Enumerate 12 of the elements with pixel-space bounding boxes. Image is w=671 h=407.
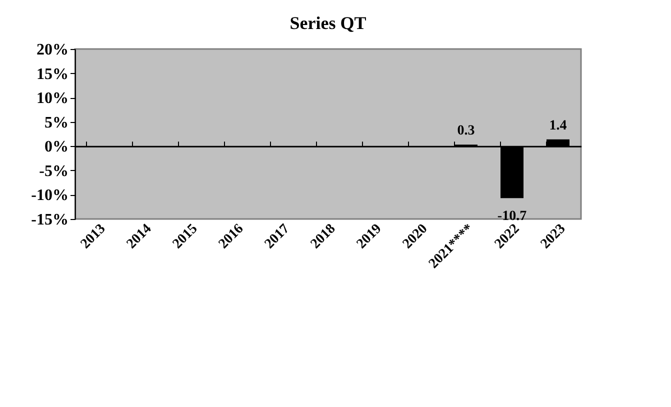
y-tick-label: 20%	[36, 42, 68, 58]
y-tick-label: 10%	[36, 90, 68, 108]
data-label: -10.7	[497, 209, 527, 224]
y-tick-label: -10%	[31, 187, 68, 204]
y-tick-label: 15%	[36, 66, 68, 83]
y-tick-label: 0%	[44, 138, 68, 156]
chart-title: Series QT	[290, 13, 366, 33]
y-tick-label: -5%	[39, 162, 68, 180]
y-tick-label: 5%	[44, 114, 68, 132]
data-label: 0.3	[457, 124, 475, 139]
data-label: 1.4	[549, 118, 567, 134]
y-tick-label: -15%	[31, 212, 68, 228]
